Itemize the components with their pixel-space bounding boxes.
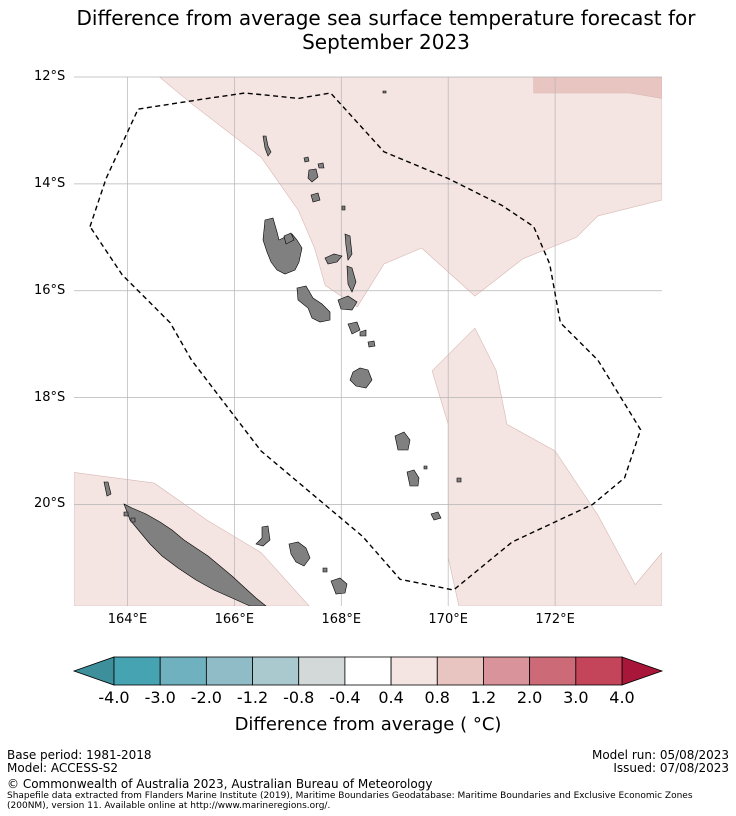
- chart-title: Difference from average sea surface temp…: [0, 6, 736, 54]
- lon-label-166: 166°E: [214, 612, 255, 627]
- colorbar-segment-3: [252, 656, 300, 686]
- colorbar-tick-0: -4.0: [98, 688, 130, 707]
- island-erromango: [394, 431, 411, 451]
- island-malo: [283, 232, 295, 245]
- lat-label-20: 20°S: [34, 496, 66, 512]
- island-small-7: [456, 477, 462, 483]
- lat-label-16: 16°S: [34, 282, 66, 298]
- island-efate: [349, 367, 373, 389]
- island-small-5: [130, 517, 136, 523]
- island-new-caledonia: [123, 503, 267, 606]
- colorbar-segment-0: [113, 656, 161, 686]
- island-small-epi: [359, 329, 367, 337]
- island-small-6: [322, 567, 328, 573]
- anomaly-region-north-east-warm-patch: [533, 77, 662, 99]
- island-mare: [330, 577, 348, 595]
- anomaly-region-north-anomaly-region: [159, 77, 662, 308]
- model-run: Model run: 05/08/2023: [591, 748, 729, 762]
- colorbar-segment-1: [159, 656, 207, 686]
- island-espiritu-santo: [262, 217, 303, 275]
- map-gridlines: [74, 76, 662, 606]
- model-name: Model: ACCESS-S2: [7, 761, 119, 775]
- island-torres: [262, 135, 272, 157]
- base-period: Base period: 1981-2018: [7, 748, 152, 762]
- chart-title-line-1: Difference from average sea surface temp…: [76, 6, 696, 30]
- island-small-8: [423, 465, 428, 470]
- lat-label-18: 18°S: [34, 389, 66, 405]
- source-line-2: (200NM), version 11. Available online at…: [7, 801, 331, 811]
- colorbar-tick-8: 1.2: [470, 688, 497, 707]
- colorbar-tick-5: -0.4: [329, 688, 361, 707]
- island-tanna: [406, 469, 420, 487]
- colorbar-tick-7: 0.8: [424, 688, 450, 707]
- island-maewo: [344, 233, 353, 261]
- colorbar-tick-6: 0.4: [378, 688, 404, 707]
- colorbar-segment-8: [483, 656, 531, 686]
- chart-title-line-2: September 2023: [302, 30, 470, 54]
- island-mere-lava: [317, 162, 325, 169]
- lon-label-164: 164°E: [107, 612, 148, 627]
- island-gaua: [310, 192, 321, 203]
- colorbar-segment-2: [205, 656, 253, 686]
- island-lifou: [288, 541, 311, 567]
- island-small-4: [123, 511, 129, 517]
- colorbar-segment-5: [344, 656, 392, 686]
- colorbar-tick-2: -2.0: [190, 688, 222, 707]
- colorbar-tick-10: 3.0: [563, 688, 589, 707]
- island-aneityum: [430, 511, 442, 521]
- land-masses: [103, 90, 462, 606]
- anomaly-region-south-west-anomaly-region: [74, 472, 310, 606]
- colorbar-under-extension: [72, 656, 115, 686]
- island-small-1: [303, 156, 310, 163]
- colorbar-segment-10: [575, 656, 623, 686]
- lon-label-168: 168°E: [321, 612, 362, 627]
- island-belep: [103, 481, 112, 497]
- colorbar-segment-9: [529, 656, 577, 686]
- colorbar: [72, 656, 664, 686]
- island-ambae: [324, 253, 343, 265]
- copyright: © Commonwealth of Australia 2023, Austra…: [7, 777, 433, 791]
- issued-date: Issued: 07/08/2023: [613, 761, 729, 775]
- colorbar-tick-9: 2.0: [516, 688, 543, 707]
- lon-label-170: 170°E: [428, 612, 468, 627]
- island-ambrym: [337, 295, 358, 311]
- lat-label-12: 12°S: [34, 69, 66, 84]
- source-line-1: Shapefile data extracted from Flanders M…: [7, 791, 693, 801]
- lat-label-14: 14°S: [34, 175, 66, 191]
- anomaly-regions: [74, 77, 662, 606]
- colorbar-segment-7: [436, 656, 484, 686]
- colorbar-tick-1: -3.0: [144, 688, 176, 707]
- lon-label-172: 172°E: [535, 612, 575, 627]
- island-ouvea: [255, 525, 271, 547]
- island-malakula: [296, 285, 331, 323]
- colorbar-segment-4: [298, 656, 346, 686]
- island-small-2: [341, 205, 346, 211]
- colorbar-tick-4: -0.8: [283, 688, 315, 707]
- colorbar-title: Difference from average ( °C): [234, 714, 502, 735]
- colorbar-segment-6: [390, 656, 438, 686]
- island-small-3: [367, 340, 376, 348]
- island-vanua-lava: [307, 168, 319, 183]
- colorbar-over-extension: [621, 656, 664, 686]
- island-small-9: [382, 90, 387, 94]
- colorbar-tick-11: 4.0: [609, 688, 635, 707]
- island-epi: [347, 321, 361, 335]
- colorbar-tick-3: -1.2: [236, 688, 269, 707]
- island-pentecost: [346, 265, 357, 293]
